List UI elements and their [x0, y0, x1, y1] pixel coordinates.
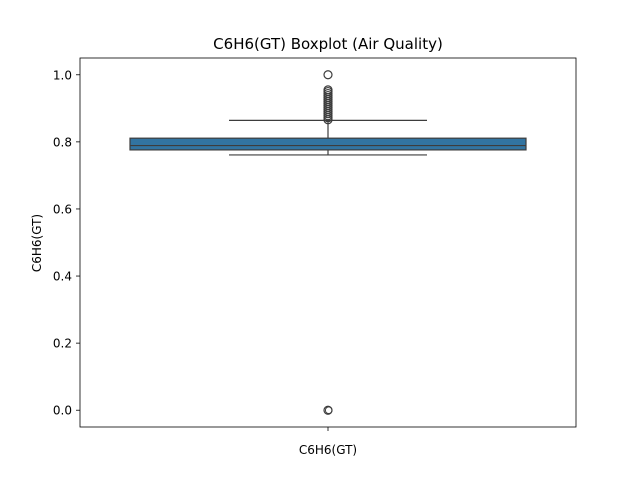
outlier-point	[323, 70, 333, 80]
y-tick-label: 0.8	[53, 135, 72, 149]
chart-title: C6H6(GT) Boxplot (Air Quality)	[213, 35, 443, 53]
iqr-box	[129, 137, 527, 151]
y-tick-label: 0.4	[53, 270, 72, 284]
y-tick-label: 0.6	[53, 202, 72, 216]
x-tick-label: C6H6(GT)	[299, 443, 357, 457]
outlier-point	[324, 406, 333, 415]
y-tick-label: 0.0	[53, 404, 72, 418]
y-tick-label: 0.2	[53, 337, 72, 351]
y-axis-label: C6H6(GT)	[30, 214, 44, 272]
outlier-point	[323, 85, 333, 95]
plot-area: 0.0 0.2 0.4 0.6 0.8 1.0 C6H6(GT)	[53, 57, 577, 457]
y-tick-label: 1.0	[53, 68, 72, 82]
